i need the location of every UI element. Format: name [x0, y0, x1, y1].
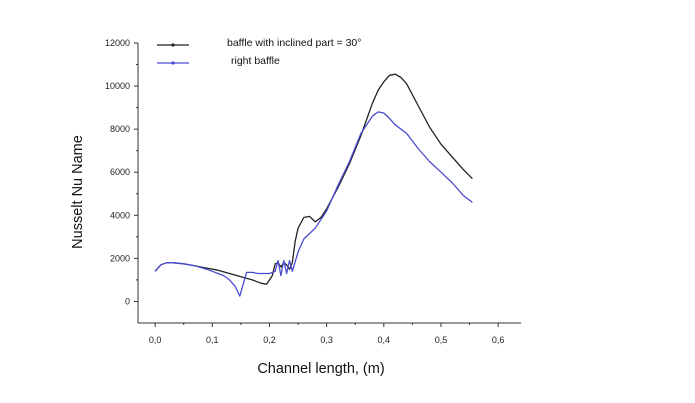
legend-label-1: baffle with inclined part = 30°	[227, 37, 361, 49]
x-tick-label: 0,2	[263, 335, 276, 345]
y-tick-label: 12000	[105, 38, 130, 48]
legend-marker-1	[171, 43, 175, 47]
y-tick-label: 2000	[110, 253, 130, 263]
y-axis-title: Nusselt Nu Name	[70, 135, 86, 249]
x-tick-label: 0,0	[149, 335, 162, 345]
x-tick-label: 0,6	[492, 335, 505, 345]
x-axis: 0,0 0,1 0,2 0,3 0,4 0,5 0,6	[138, 322, 521, 345]
x-tick-label: 0,1	[206, 335, 219, 345]
y-tick-label: 10000	[105, 81, 130, 91]
x-axis-title: Channel length, (m)	[257, 361, 384, 377]
series-layer	[154, 73, 473, 297]
y-tick-label: 0	[125, 296, 130, 306]
x-tick-label: 0,5	[435, 335, 448, 345]
x-tick-label: 0,3	[320, 335, 333, 345]
y-tick-label: 8000	[110, 124, 130, 134]
x-tick-label: 0,4	[378, 335, 391, 345]
y-tick-label: 4000	[110, 210, 130, 220]
legend-label-2: right baffle	[231, 55, 280, 67]
legend-marker-2	[171, 61, 175, 65]
y-tick-label: 6000	[110, 167, 130, 177]
legend: baffle with inclined part = 30° right baf…	[157, 37, 361, 67]
y-axis: 0 2000 4000 6000 8000 10000 12000	[105, 38, 139, 323]
series-line-2	[154, 111, 473, 297]
series-line-1	[154, 73, 473, 285]
